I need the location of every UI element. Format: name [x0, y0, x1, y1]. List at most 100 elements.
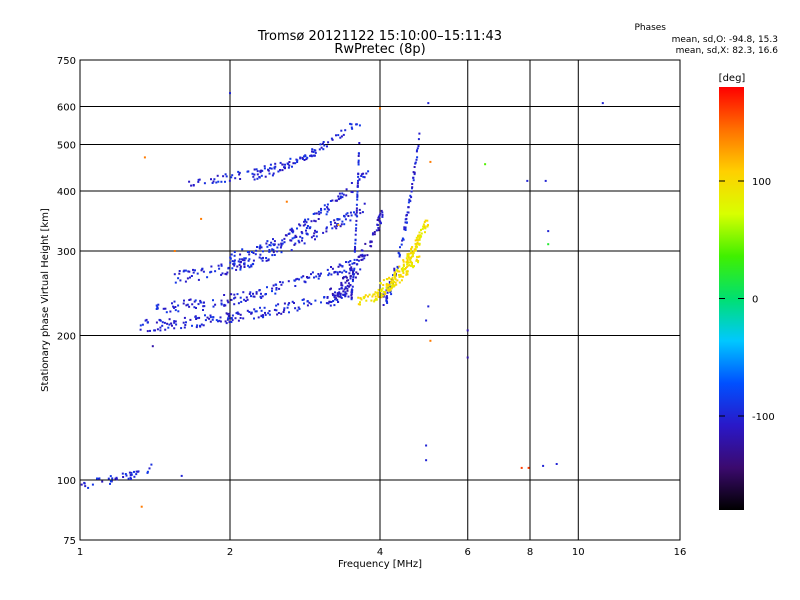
data-point: [315, 212, 318, 215]
data-point: [183, 326, 186, 329]
data-point: [411, 183, 414, 185]
data-point: [180, 474, 183, 477]
data-point: [306, 304, 309, 307]
data-point: [338, 192, 341, 195]
data-point: [398, 270, 401, 273]
data-point: [321, 142, 324, 145]
data-point: [199, 299, 202, 302]
data-point: [161, 324, 164, 327]
data-point: [349, 284, 352, 286]
data-point: [146, 470, 149, 473]
data-point: [418, 255, 421, 258]
data-point: [333, 304, 336, 307]
data-point: [289, 239, 292, 242]
data-point: [311, 148, 314, 151]
data-point: [406, 254, 409, 257]
data-point: [225, 273, 228, 276]
data-point: [265, 242, 268, 245]
data-point: [411, 187, 413, 190]
data-point: [346, 289, 349, 292]
data-point: [243, 259, 246, 262]
data-point: [417, 234, 420, 237]
data-point: [175, 323, 178, 326]
data-point: [217, 320, 219, 323]
data-point: [287, 166, 290, 169]
data-point: [342, 290, 345, 293]
data-point: [394, 275, 397, 278]
data-point: [288, 164, 291, 167]
data-point: [296, 309, 299, 312]
data-point: [361, 253, 364, 256]
data-point: [301, 299, 304, 301]
data-point: [398, 265, 401, 268]
data-point: [300, 276, 303, 279]
data-point: [407, 255, 410, 258]
data-point: [263, 306, 266, 309]
data-point: [251, 262, 254, 265]
data-point: [403, 268, 406, 271]
data-point: [347, 279, 350, 282]
data-point: [340, 129, 343, 132]
data-point: [182, 321, 185, 324]
data-point: [156, 306, 159, 309]
data-point: [260, 169, 263, 172]
data-point: [318, 148, 321, 151]
data-point: [225, 312, 228, 315]
data-point: [251, 172, 254, 175]
data-point: [252, 252, 255, 254]
data-point: [416, 239, 419, 242]
data-point: [355, 227, 358, 230]
data-point: [402, 272, 405, 274]
data-point: [239, 178, 242, 180]
data-point: [275, 309, 278, 312]
data-point: [241, 248, 244, 251]
data-point: [380, 292, 383, 295]
data-point: [239, 268, 242, 271]
grid-layer: [80, 60, 680, 540]
data-point: [330, 301, 333, 303]
data-point: [403, 226, 406, 229]
data-point: [335, 227, 338, 230]
data-point: [219, 320, 222, 323]
data-point: [173, 321, 176, 324]
data-point: [406, 263, 409, 266]
data-point: [231, 260, 234, 263]
data-point: [400, 268, 403, 271]
data-point: [397, 270, 399, 273]
data-point: [304, 220, 307, 223]
data-point: [294, 285, 297, 287]
data-point: [133, 475, 136, 478]
data-point: [302, 275, 305, 278]
data-point: [245, 296, 248, 299]
data-point: [317, 273, 320, 275]
data-point: [329, 221, 332, 223]
data-point: [287, 280, 290, 283]
data-point: [224, 304, 227, 307]
x-tick-label: 16: [674, 547, 687, 558]
data-point: [291, 229, 294, 232]
data-point: [278, 287, 281, 290]
data-point: [227, 301, 230, 304]
data-point: [303, 155, 305, 158]
data-point: [130, 478, 132, 480]
y-tick-label: 600: [57, 103, 76, 114]
data-point: [323, 204, 326, 207]
data-point: [398, 254, 401, 256]
data-point: [340, 135, 343, 138]
data-point: [256, 173, 259, 176]
data-point: [183, 316, 186, 319]
data-point: [341, 284, 344, 287]
data-point: [352, 271, 354, 274]
data-point: [306, 276, 308, 278]
x-axis-label: Frequency [MHz]: [338, 559, 422, 570]
data-point: [402, 238, 405, 241]
data-point: [363, 295, 366, 298]
data-point: [130, 471, 133, 474]
data-point: [329, 200, 332, 202]
data-point: [345, 270, 348, 273]
data-point: [414, 239, 417, 242]
data-point: [277, 243, 280, 246]
data-point: [253, 178, 256, 181]
data-point: [308, 301, 311, 304]
data-point: [270, 167, 273, 170]
